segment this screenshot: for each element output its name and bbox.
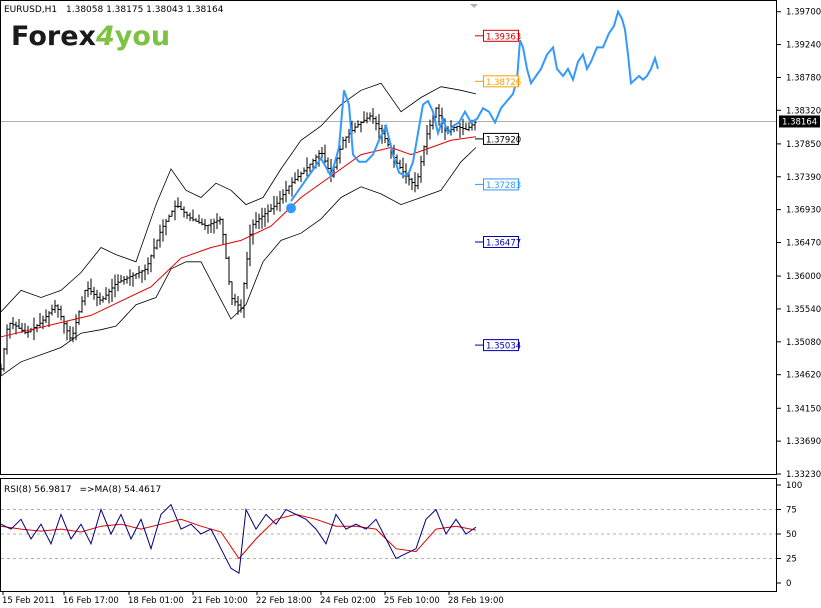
main-panel-frame <box>0 0 777 475</box>
rsi-tick-label: 100 <box>786 481 802 491</box>
y-tick-label: 1.36000 <box>786 272 821 282</box>
level-box <box>483 29 519 42</box>
rsi-tick-label: 50 <box>786 530 797 540</box>
rsi-line <box>0 503 477 575</box>
x-tick-label: 25 Feb 10:00 <box>384 596 440 606</box>
current-price-label: 1.38164 <box>782 117 817 127</box>
y-tick-label: 1.35540 <box>786 305 821 315</box>
forex4you-logo: Forex4you <box>11 21 170 52</box>
panel-collapse-icon[interactable] <box>470 4 478 8</box>
y-tick-label: 1.36930 <box>786 206 821 216</box>
level-label: 1.37920 <box>486 135 521 145</box>
y-tick-label: 1.33230 <box>786 470 821 480</box>
rsi-plot: 100 75 50 25 0 <box>0 481 802 589</box>
y-tick-label: 1.34620 <box>786 371 821 381</box>
rsi-tick-label: 0 <box>786 579 791 589</box>
logo-text: Forex4you <box>11 21 170 52</box>
rsi-tick-label: 25 <box>786 555 797 565</box>
symbol-label: EURUSD,H1 <box>4 5 57 15</box>
lower-band-line <box>0 147 477 377</box>
rsi-label: RSI(8) 56.9817 =>MA(8) 54.4617 <box>4 485 161 495</box>
level-label: 1.39363 <box>486 32 521 42</box>
level-label: 1.37283 <box>486 181 521 191</box>
ohlc-readout: 1.38058 1.38175 1.38043 1.38164 <box>66 5 224 15</box>
level-box <box>483 339 519 352</box>
y-tick-label: 1.36470 <box>786 239 821 249</box>
x-tick-label: 24 Feb 02:00 <box>320 596 376 606</box>
y-tick-label: 1.37850 <box>786 140 821 150</box>
level-box <box>483 178 519 191</box>
rsi-panel-frame <box>0 478 777 592</box>
x-tick-label: 15 Feb 2011 <box>2 596 55 606</box>
y-tick-label: 1.35080 <box>786 338 821 348</box>
upper-band-line <box>0 82 477 313</box>
level-label: 1.38726 <box>486 78 521 88</box>
y-tick-label: 1.39700 <box>786 8 821 18</box>
rsi-ma-line <box>0 513 477 560</box>
x-tick-label: 21 Feb 10:00 <box>192 596 248 606</box>
y-tick-label: 1.33690 <box>786 437 821 447</box>
x-tick-label: 18 Feb 01:00 <box>128 596 184 606</box>
level-label: 1.36477 <box>486 239 521 249</box>
x-tick-label: 22 Feb 18:00 <box>256 596 312 606</box>
x-tick-label: 16 Feb 17:00 <box>63 596 119 606</box>
forecast-start-marker <box>286 203 296 214</box>
price-plot: 1.39700 1.39240 1.38780 1.38320 1.37850 1.373… <box>0 8 821 606</box>
y-tick-label: 1.38320 <box>786 106 821 116</box>
y-tick-label: 1.37390 <box>786 173 821 183</box>
level-box <box>483 75 519 88</box>
level-box <box>483 236 519 249</box>
x-tick-label: 28 Feb 19:00 <box>448 596 504 606</box>
level-label: 1.35034 <box>486 342 521 352</box>
current-price-box <box>779 115 820 128</box>
forecast-line <box>290 9 659 202</box>
y-tick-label: 1.38780 <box>786 73 821 83</box>
rsi-tick-label: 75 <box>786 506 797 516</box>
y-tick-label: 1.34150 <box>786 404 821 414</box>
y-tick-label: 1.39240 <box>786 41 821 51</box>
level-box <box>483 132 519 145</box>
